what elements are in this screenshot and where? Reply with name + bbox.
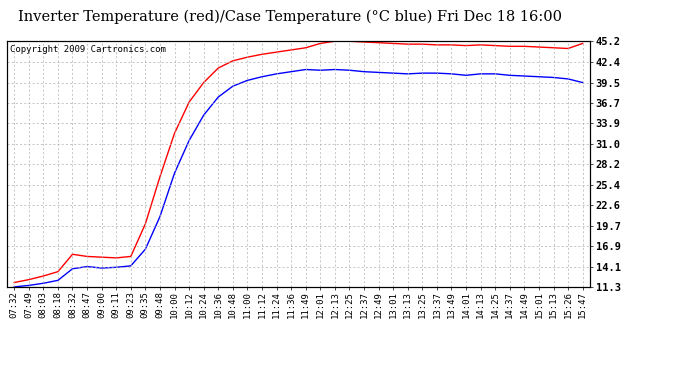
Text: Copyright 2009 Cartronics.com: Copyright 2009 Cartronics.com [10, 45, 166, 54]
Text: Inverter Temperature (red)/Case Temperature (°C blue) Fri Dec 18 16:00: Inverter Temperature (red)/Case Temperat… [18, 9, 562, 24]
